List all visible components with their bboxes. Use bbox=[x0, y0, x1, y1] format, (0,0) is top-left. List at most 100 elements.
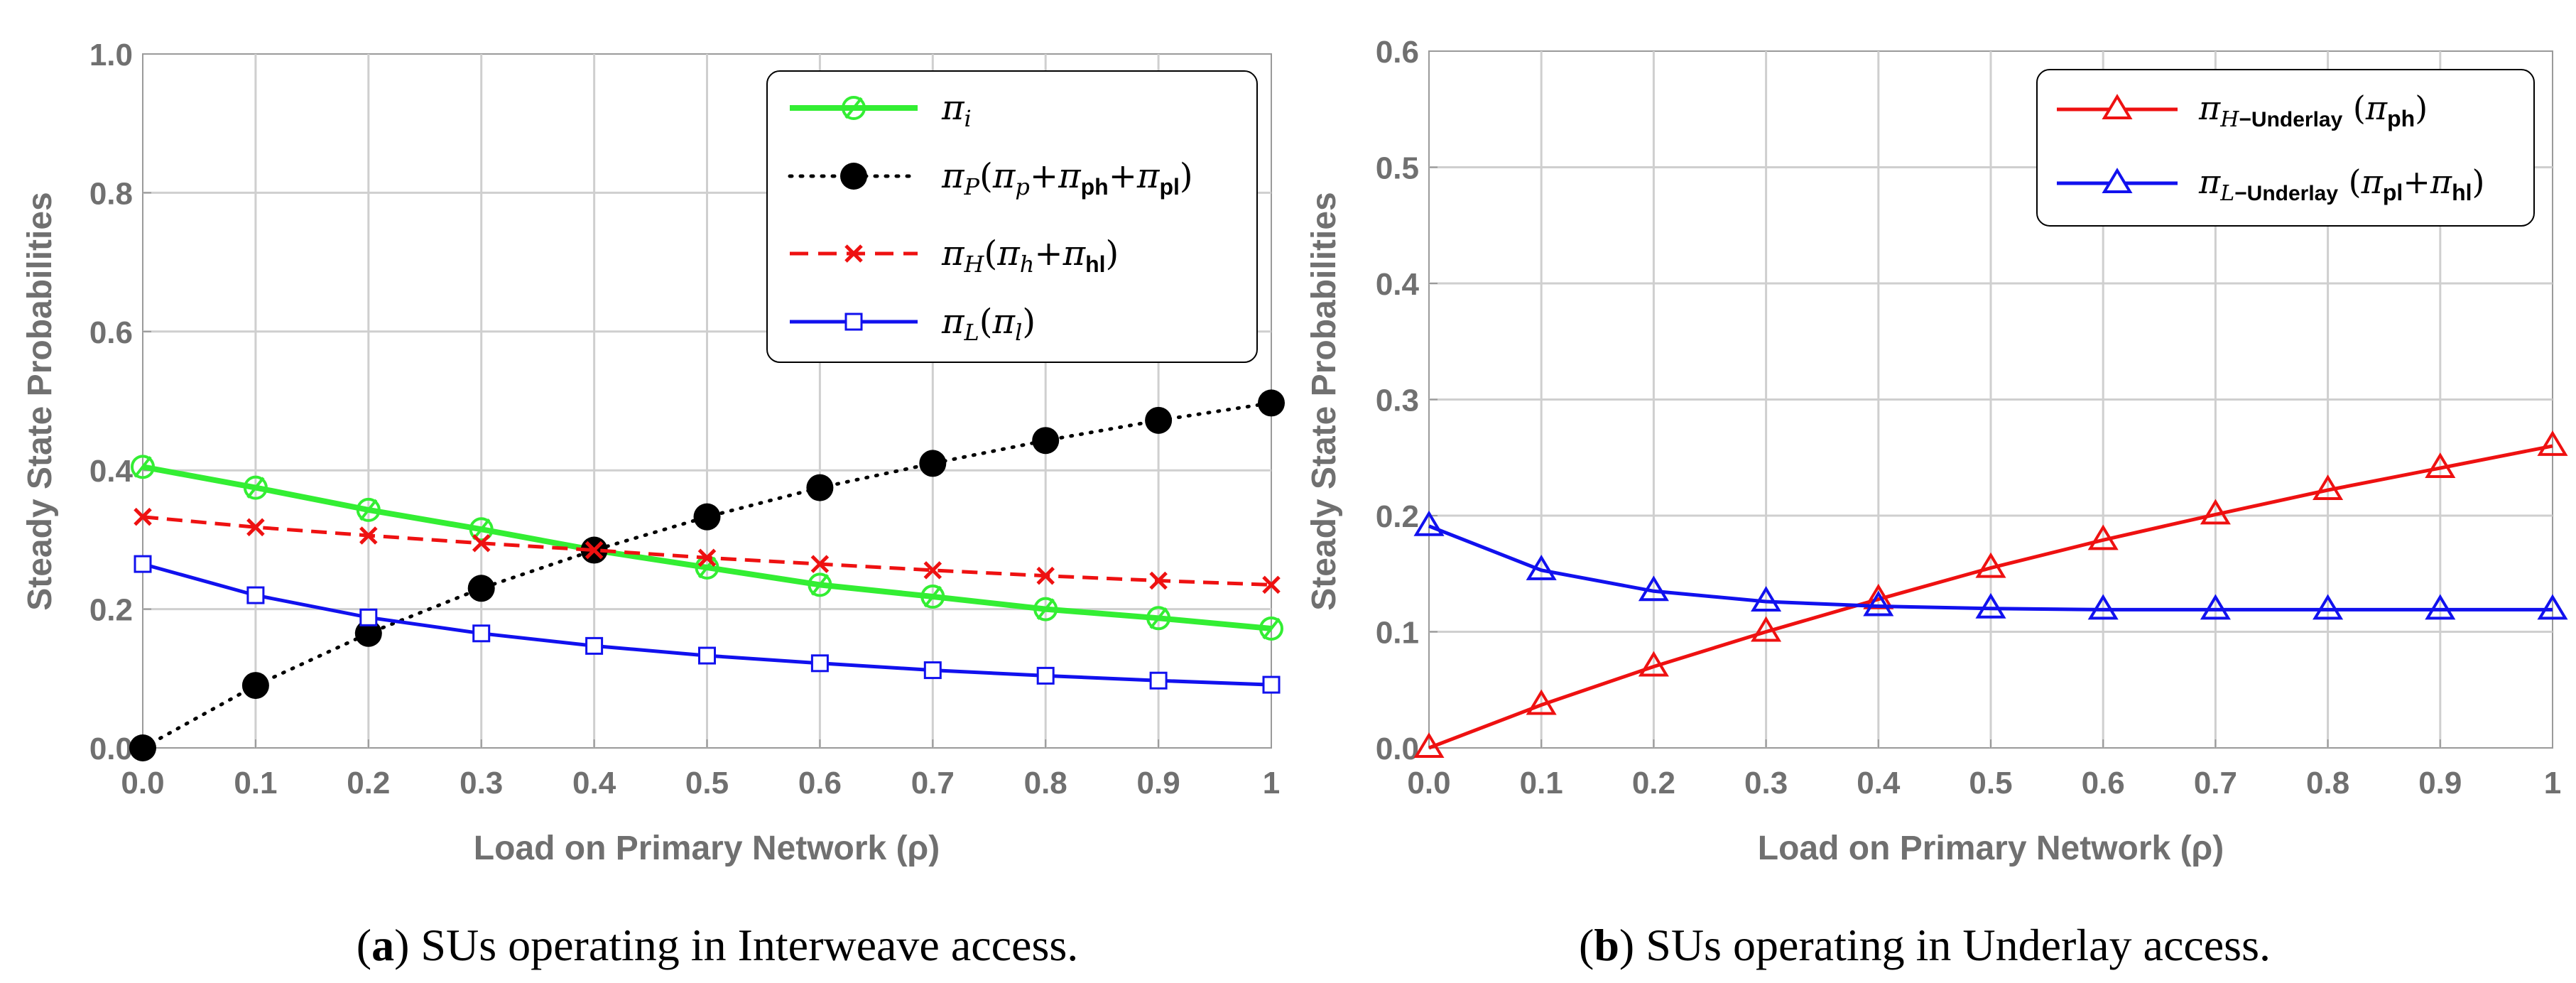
series-a-2-point bbox=[472, 534, 491, 553]
legend-label-pi-h-underlay: πH−Underlay (πph) bbox=[2198, 89, 2428, 132]
x-tick-label: 0.3 bbox=[460, 766, 503, 800]
y-tick-label: 0.0 bbox=[1376, 732, 1419, 766]
legend-marker-triangle bbox=[2102, 168, 2133, 193]
series-a-1-point bbox=[1032, 427, 1060, 455]
panel-b-y-ticks: 0.0 0.1 0.2 0.3 0.4 0.5 0.6 bbox=[1376, 35, 1438, 766]
series-b-1-point bbox=[1863, 590, 1894, 617]
series-a-0-point bbox=[243, 475, 268, 500]
series-a-3-point bbox=[472, 624, 491, 643]
legend-item-pi-i: πi bbox=[790, 88, 972, 132]
series-b-0-point bbox=[1638, 651, 1669, 677]
series-b-0-point bbox=[1975, 552, 2006, 578]
panel-b-caption: (b) SUs operating in Underlay access. bbox=[1579, 920, 2271, 970]
x-tick-label: 0.1 bbox=[1520, 766, 1563, 800]
series-a-2-point bbox=[585, 541, 604, 560]
series-b-1-line bbox=[1428, 524, 2553, 612]
y-tick-label: 0.2 bbox=[89, 593, 133, 628]
series-b-0-point bbox=[2087, 524, 2119, 550]
series-b-0-point bbox=[1526, 689, 1557, 715]
panel-a-caption: (a) SUs operating in Interweave access. bbox=[357, 920, 1079, 970]
series-a-0-point bbox=[1259, 616, 1283, 641]
x-tick-label: 0.8 bbox=[2306, 766, 2349, 800]
x-tick-label: 0.5 bbox=[685, 766, 729, 800]
series-a-2-point bbox=[923, 561, 942, 580]
legend-marker-square bbox=[844, 313, 863, 331]
x-tick-label: 0.5 bbox=[1969, 766, 2012, 800]
series-b-0-point bbox=[2425, 452, 2456, 478]
series-a-2-point bbox=[246, 518, 265, 537]
series-a-3-point bbox=[359, 608, 378, 626]
legend-item-pi-p: πP(πp+πph+πpl) bbox=[788, 156, 1193, 200]
series-a-1-point bbox=[919, 450, 947, 477]
x-tick-label: 0.8 bbox=[1024, 766, 1067, 800]
panel-a-x-axis-label: Load on Primary Network (ρ) bbox=[474, 830, 940, 867]
legend-item-pi-h: πH(πh+πhl) bbox=[790, 234, 1119, 278]
series-b-1-point bbox=[1638, 575, 1669, 602]
series-b-0-point bbox=[1751, 616, 1782, 642]
series-b-0-point bbox=[2313, 474, 2344, 501]
series-b-0-point bbox=[1413, 732, 1445, 758]
panel-b-chart: 0.0 0.1 0.2 0.3 0.4 0.5 0.6 0.7 0.8 0.9 1 0.00.10.… bbox=[1305, 35, 2568, 970]
x-tick-label: 0.9 bbox=[2418, 766, 2462, 800]
series-a-2-point bbox=[697, 548, 717, 567]
legend-marker-filled-circle bbox=[840, 163, 867, 190]
legend-marker-x bbox=[844, 244, 863, 263]
series-a-3-point bbox=[585, 636, 604, 655]
series-a-2-point bbox=[1149, 571, 1168, 590]
series-a-0-point bbox=[808, 572, 832, 597]
panel-a-x-ticks: 0.0 0.1 0.2 0.3 0.4 0.5 0.6 0.7 0.8 0.9 1 bbox=[121, 739, 1280, 800]
y-tick-label: 0.2 bbox=[1376, 499, 1419, 534]
series-a-2-point bbox=[1036, 566, 1055, 585]
x-tick-label: 0.7 bbox=[911, 766, 955, 800]
panel-a-legend: πi πP(πp+πph+πpl) πH(πh+πhl) πL(πl) bbox=[766, 70, 1258, 363]
legend-label-pi-p: πP(πp+πph+πpl) bbox=[941, 156, 1193, 200]
y-tick-label: 0.1 bbox=[1376, 616, 1419, 651]
series-b-1-point bbox=[1413, 510, 1445, 536]
series-a-0-point bbox=[1146, 606, 1171, 631]
x-tick-label: 0.6 bbox=[798, 766, 842, 800]
series-a-0-point bbox=[920, 585, 945, 609]
y-tick-label: 0.6 bbox=[1376, 35, 1419, 70]
legend-item-pi-l-underlay: πL−Underlay (πpl+πhl) bbox=[2057, 163, 2484, 206]
x-tick-label: 0.0 bbox=[1407, 766, 1450, 800]
panel-a-legend-box bbox=[766, 70, 1258, 363]
x-tick-label: 0.2 bbox=[347, 766, 390, 800]
series-b-1-point bbox=[2313, 594, 2344, 620]
legend-label-pi-l-underlay: πL−Underlay (πpl+πhl) bbox=[2198, 163, 2484, 206]
x-tick-label: 0.4 bbox=[1857, 766, 1901, 800]
legend-marker-triangle bbox=[2102, 94, 2133, 119]
series-a-3-point bbox=[1036, 666, 1055, 685]
series-b-1-point bbox=[2200, 594, 2231, 620]
series-a-2-point bbox=[810, 555, 830, 573]
x-tick-label: 0.7 bbox=[2194, 766, 2237, 800]
series-a-0-point bbox=[131, 455, 155, 479]
panel-a-y-axis-label: Steady State Probabilities bbox=[21, 192, 59, 611]
panel-b-y-axis-label: Steady State Probabilities bbox=[1305, 192, 1343, 611]
series-b-1-point bbox=[1975, 592, 2006, 619]
panel-b-x-axis-label: Load on Primary Network (ρ) bbox=[1758, 830, 2224, 867]
series-b-1-point bbox=[2425, 594, 2456, 620]
x-tick-label: 1 bbox=[1263, 766, 1280, 800]
series-a-3-point bbox=[810, 654, 829, 673]
y-tick-label: 0.5 bbox=[1376, 151, 1419, 186]
series-b-0-point bbox=[2200, 499, 2231, 525]
series-a-2-point bbox=[134, 507, 152, 526]
legend-label-pi-l: πL(πl) bbox=[941, 302, 1036, 346]
series-a-2-point bbox=[1262, 575, 1281, 594]
x-tick-label: 0.0 bbox=[121, 766, 164, 800]
y-tick-label: 0.3 bbox=[1376, 384, 1419, 418]
legend-label-pi-i: πi bbox=[941, 88, 972, 132]
y-tick-label: 0.0 bbox=[89, 732, 133, 766]
panel-b-series bbox=[1413, 430, 2568, 758]
y-tick-label: 0.6 bbox=[89, 315, 133, 350]
series-a-1-point bbox=[693, 503, 721, 531]
x-tick-label: 0.3 bbox=[1744, 766, 1788, 800]
panel-a-y-ticks: 0.0 0.2 0.4 0.6 0.8 1.0 bbox=[89, 38, 151, 766]
series-a-0-point bbox=[1033, 597, 1058, 621]
series-b-1-point bbox=[2537, 594, 2568, 620]
legend-label-pi-h: πH(πh+πhl) bbox=[941, 234, 1119, 278]
series-a-1-point bbox=[241, 672, 269, 700]
series-a-3-point bbox=[246, 586, 265, 604]
series-a-0-point bbox=[356, 497, 381, 522]
